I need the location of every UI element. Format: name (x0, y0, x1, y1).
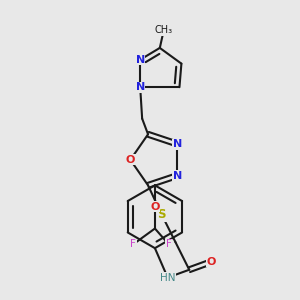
Text: CH₃: CH₃ (155, 25, 173, 35)
Text: N: N (136, 55, 145, 65)
Text: O: O (206, 257, 215, 267)
Text: F: F (166, 239, 172, 249)
Text: N: N (173, 139, 182, 149)
Text: HN: HN (160, 273, 176, 283)
Text: O: O (150, 202, 160, 212)
Text: N: N (136, 82, 145, 92)
Text: S: S (158, 208, 166, 221)
Text: F: F (130, 239, 136, 249)
Text: N: N (173, 170, 182, 181)
Text: O: O (126, 155, 135, 165)
